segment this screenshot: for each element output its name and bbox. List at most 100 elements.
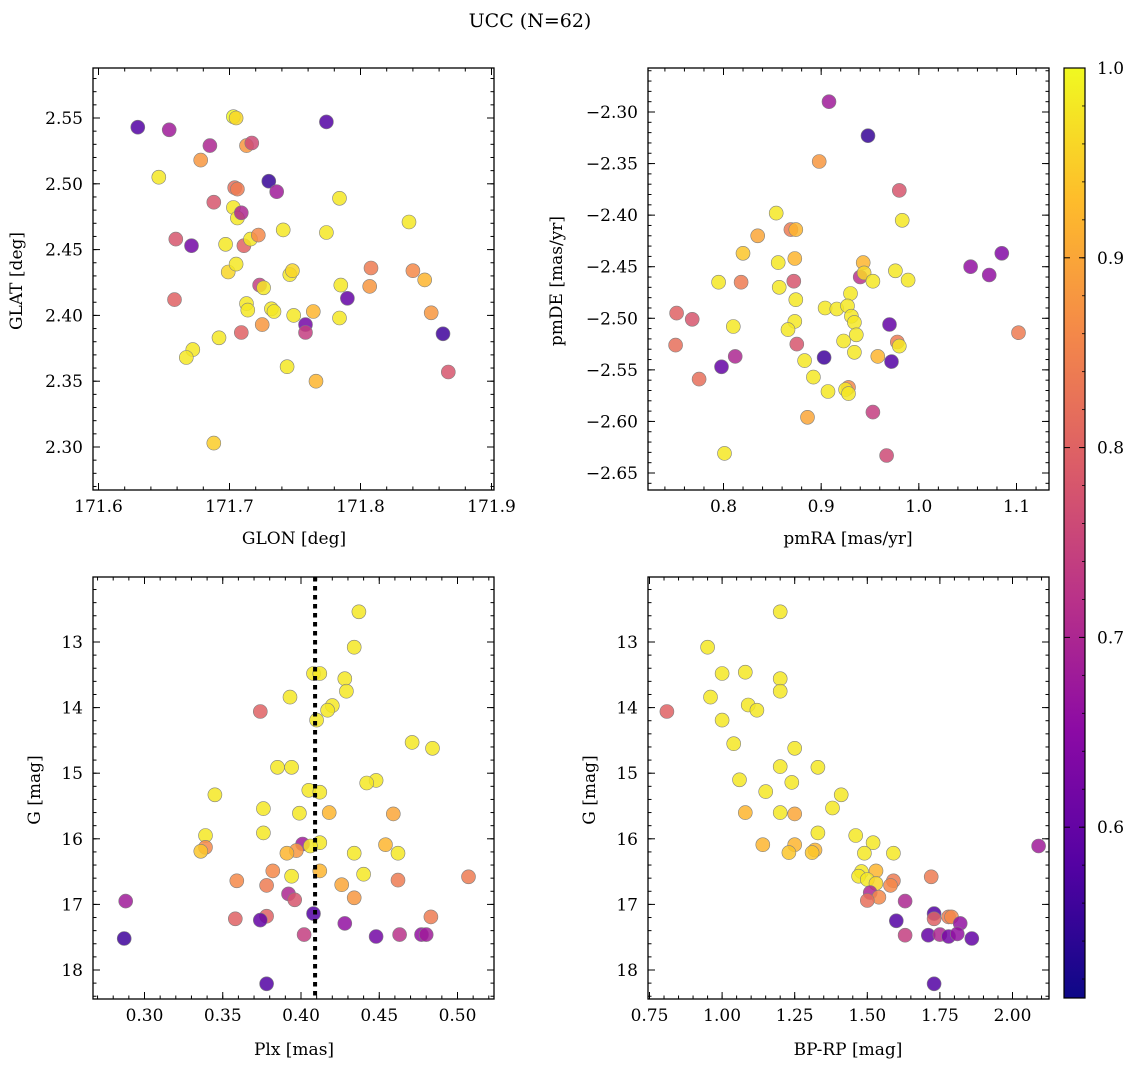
data-point bbox=[768, 205, 784, 221]
data-point bbox=[269, 184, 285, 199]
y-axis-label: GLAT [deg] bbox=[7, 232, 27, 330]
data-point bbox=[1011, 325, 1026, 341]
data-point bbox=[244, 135, 260, 151]
y-tick-label: 16 bbox=[616, 830, 638, 850]
data-point bbox=[417, 272, 433, 288]
panel-glon-glat: GLON [deg] GLAT [deg] bbox=[7, 232, 346, 549]
data-point bbox=[252, 912, 268, 928]
data-point bbox=[211, 330, 227, 346]
plot-area-pmra-pmde: 0.8 0.9 1.0 1.1 −2.65 −2.60 −2.55 −2.50 −2.45 −2.… bbox=[586, 67, 1050, 517]
data-point bbox=[735, 246, 751, 261]
data-point bbox=[772, 604, 788, 620]
data-point bbox=[821, 94, 837, 109]
data-point bbox=[737, 664, 753, 680]
y-tick-label: −2.65 bbox=[586, 464, 638, 484]
data-point bbox=[168, 231, 184, 247]
data-point bbox=[193, 843, 209, 859]
data-point bbox=[319, 225, 334, 240]
figure-title: UCC (N=62) bbox=[469, 10, 592, 32]
data-point bbox=[659, 704, 675, 719]
data-point bbox=[1031, 838, 1046, 854]
data-point bbox=[857, 845, 872, 861]
data-point bbox=[865, 404, 881, 420]
panel-pmra-pmde: pmRA [mas/yr] pmDE [mas/yr] bbox=[547, 216, 913, 549]
data-point bbox=[228, 110, 244, 126]
data-point bbox=[758, 784, 774, 799]
data-point bbox=[234, 325, 249, 340]
data-point bbox=[461, 869, 476, 885]
data-point bbox=[279, 359, 295, 375]
y-tick-label: 13 bbox=[616, 633, 638, 653]
data-point bbox=[780, 322, 796, 337]
data-point bbox=[981, 267, 997, 283]
x-tick-label: 0.40 bbox=[282, 1006, 320, 1026]
data-point bbox=[332, 191, 347, 206]
data-point bbox=[788, 292, 804, 308]
x-tick-label: 2.00 bbox=[994, 1006, 1032, 1026]
y-tick-label: 2.30 bbox=[45, 438, 83, 458]
data-point bbox=[750, 228, 766, 244]
plot-area-bprp-g: 0.75 1.00 1.25 1.50 1.75 2.00 13 14 15 16 17 18 bbox=[616, 576, 1050, 1026]
data-point bbox=[800, 409, 815, 425]
plot-area-glon-glat: 171.6 171.7 171.8 171.9 2.30 2.35 2.40 2.45 2.50… bbox=[45, 67, 516, 517]
colorbar-tick-label: 0.6 bbox=[1097, 818, 1124, 838]
data-point bbox=[726, 736, 742, 752]
data-point bbox=[254, 317, 270, 332]
data-point bbox=[781, 845, 797, 860]
data-point bbox=[860, 128, 876, 143]
y-tick-label: −2.35 bbox=[586, 155, 638, 175]
data-point bbox=[825, 800, 840, 816]
data-point bbox=[340, 290, 355, 306]
data-point bbox=[308, 373, 324, 389]
colorbar-gradient bbox=[1063, 67, 1086, 999]
panel-plx-g: Plx [mas] G [mag] bbox=[25, 755, 334, 1060]
data-point bbox=[435, 326, 451, 342]
data-point bbox=[841, 386, 856, 401]
data-point bbox=[161, 122, 177, 138]
x-tick-label: 171.7 bbox=[205, 497, 254, 517]
data-point bbox=[691, 371, 707, 387]
data-point bbox=[788, 222, 804, 237]
x-tick-label: 1.00 bbox=[703, 1006, 741, 1026]
data-point bbox=[385, 806, 401, 822]
data-point bbox=[900, 272, 916, 288]
data-point bbox=[440, 364, 456, 380]
data-point bbox=[886, 845, 901, 861]
data-point bbox=[337, 916, 353, 931]
data-point bbox=[804, 845, 820, 860]
y-tick-label: 13 bbox=[61, 633, 83, 653]
data-point bbox=[848, 327, 864, 343]
data-point bbox=[755, 837, 771, 853]
data-point bbox=[346, 845, 362, 861]
data-point bbox=[346, 890, 362, 906]
data-point bbox=[259, 878, 274, 893]
data-point bbox=[833, 787, 849, 803]
y-tick-label: −2.50 bbox=[586, 309, 638, 329]
y-tick-label: 14 bbox=[616, 699, 638, 719]
y-tick-label: 17 bbox=[61, 895, 83, 915]
x-tick-label: 1.25 bbox=[776, 1006, 814, 1026]
data-point bbox=[266, 304, 282, 319]
data-point bbox=[894, 213, 910, 228]
data-point bbox=[256, 801, 271, 816]
data-point bbox=[843, 286, 858, 301]
data-point bbox=[897, 893, 913, 909]
data-point bbox=[252, 704, 268, 719]
x-axis-label: GLON [deg] bbox=[242, 529, 346, 549]
data-point bbox=[811, 154, 827, 169]
data-point bbox=[390, 845, 406, 861]
data-point bbox=[963, 259, 978, 275]
data-point bbox=[285, 263, 300, 279]
colorbar-tick-label: 1.0 bbox=[1097, 59, 1124, 79]
y-tick-label: 14 bbox=[61, 699, 83, 719]
y-tick-label: 2.40 bbox=[45, 306, 83, 326]
y-tick-label: 2.35 bbox=[45, 372, 83, 392]
y-tick-label: 18 bbox=[616, 961, 638, 981]
data-point bbox=[118, 893, 133, 909]
data-point bbox=[287, 892, 303, 908]
x-tick-label: 171.9 bbox=[467, 497, 516, 517]
data-point bbox=[865, 273, 881, 289]
data-point bbox=[820, 384, 836, 399]
data-point bbox=[847, 315, 862, 330]
